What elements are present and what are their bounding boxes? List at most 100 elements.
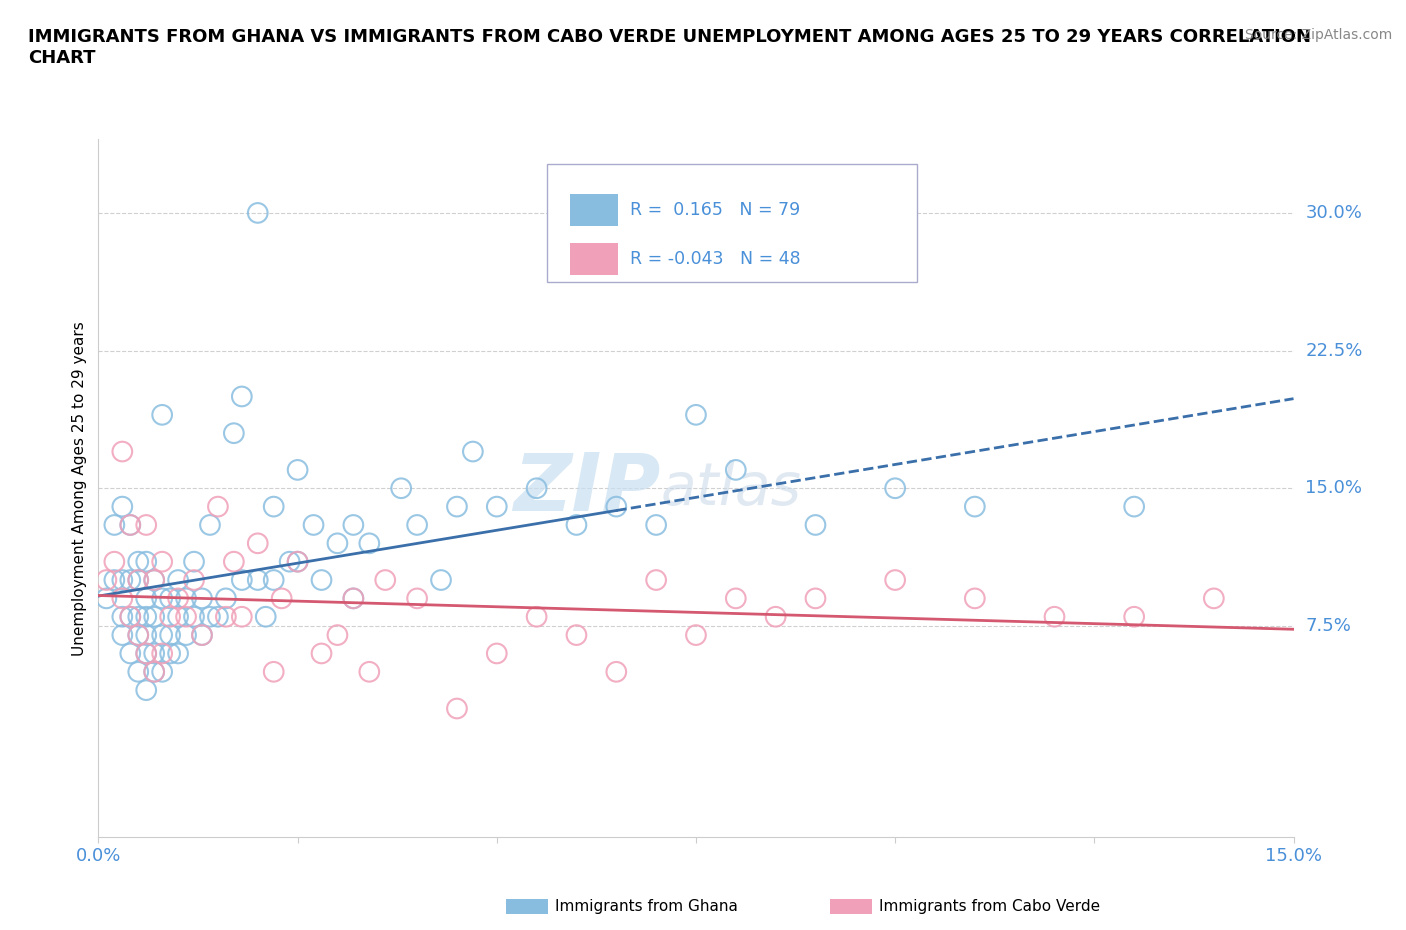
Point <box>287 462 309 477</box>
Point <box>127 664 149 679</box>
Point <box>103 517 125 532</box>
Point <box>167 609 190 624</box>
Point <box>246 536 269 551</box>
Point <box>231 573 253 588</box>
Point <box>135 517 157 532</box>
Point <box>406 591 429 605</box>
Point <box>150 646 173 661</box>
Point <box>605 499 627 514</box>
FancyBboxPatch shape <box>571 244 619 274</box>
Point <box>645 517 668 532</box>
Point <box>342 517 364 532</box>
Point <box>135 646 157 661</box>
Point <box>254 609 277 624</box>
Point <box>143 573 166 588</box>
Point <box>278 554 301 569</box>
Point <box>246 206 269 220</box>
Point <box>111 628 134 643</box>
Point <box>127 609 149 624</box>
Point <box>804 517 827 532</box>
Point <box>143 664 166 679</box>
Point <box>359 536 381 551</box>
Point <box>150 628 173 643</box>
Text: 30.0%: 30.0% <box>1305 204 1362 222</box>
Point <box>526 481 548 496</box>
Point <box>150 407 173 422</box>
Point <box>111 609 134 624</box>
Point <box>485 499 508 514</box>
Point <box>103 554 125 569</box>
Point <box>263 499 285 514</box>
Point <box>111 591 134 605</box>
Text: 22.5%: 22.5% <box>1305 341 1362 360</box>
Point <box>120 609 142 624</box>
Point <box>246 573 269 588</box>
Point <box>96 573 118 588</box>
Point <box>150 554 173 569</box>
Text: IMMIGRANTS FROM GHANA VS IMMIGRANTS FROM CABO VERDE UNEMPLOYMENT AMONG AGES 25 T: IMMIGRANTS FROM GHANA VS IMMIGRANTS FROM… <box>28 28 1312 67</box>
Point <box>270 591 292 605</box>
Point <box>127 573 149 588</box>
Point <box>446 701 468 716</box>
Text: Immigrants from Ghana: Immigrants from Ghana <box>555 899 738 914</box>
Point <box>135 628 157 643</box>
Point <box>198 517 221 532</box>
Point <box>461 445 484 459</box>
Point <box>724 591 747 605</box>
Point <box>326 628 349 643</box>
Point <box>159 609 181 624</box>
Point <box>174 609 197 624</box>
Point <box>191 628 214 643</box>
Point <box>143 609 166 624</box>
Point <box>111 499 134 514</box>
Point <box>326 536 349 551</box>
Point <box>215 591 238 605</box>
Point <box>183 573 205 588</box>
Point <box>485 646 508 661</box>
Point <box>215 609 238 624</box>
Point <box>884 481 907 496</box>
Point <box>685 628 707 643</box>
Point <box>135 591 157 605</box>
Point <box>135 609 157 624</box>
Point <box>150 664 173 679</box>
Point <box>645 573 668 588</box>
Text: Immigrants from Cabo Verde: Immigrants from Cabo Verde <box>879 899 1099 914</box>
Point <box>231 389 253 404</box>
Point <box>135 554 157 569</box>
Point <box>724 462 747 477</box>
Point <box>374 573 396 588</box>
Point <box>1123 499 1146 514</box>
Point <box>342 591 364 605</box>
Point <box>159 628 181 643</box>
Text: R =  0.165   N = 79: R = 0.165 N = 79 <box>630 201 800 219</box>
Point <box>127 554 149 569</box>
Text: 7.5%: 7.5% <box>1305 617 1351 635</box>
Point <box>143 573 166 588</box>
Point <box>231 609 253 624</box>
Point <box>120 609 142 624</box>
Point <box>103 573 125 588</box>
Point <box>167 646 190 661</box>
Point <box>191 628 214 643</box>
Point <box>765 609 787 624</box>
Point <box>174 591 197 605</box>
Point <box>804 591 827 605</box>
Point <box>406 517 429 532</box>
Point <box>135 646 157 661</box>
Point <box>287 554 309 569</box>
Point <box>127 628 149 643</box>
Point <box>198 609 221 624</box>
Point <box>1043 609 1066 624</box>
Point <box>207 499 229 514</box>
Point <box>311 573 333 588</box>
Point <box>565 628 588 643</box>
Text: atlas: atlas <box>661 459 801 517</box>
Point <box>1202 591 1225 605</box>
Point <box>159 591 181 605</box>
Point <box>263 573 285 588</box>
Point <box>389 481 412 496</box>
Point <box>430 573 453 588</box>
Y-axis label: Unemployment Among Ages 25 to 29 years: Unemployment Among Ages 25 to 29 years <box>72 321 87 656</box>
Point <box>302 517 325 532</box>
